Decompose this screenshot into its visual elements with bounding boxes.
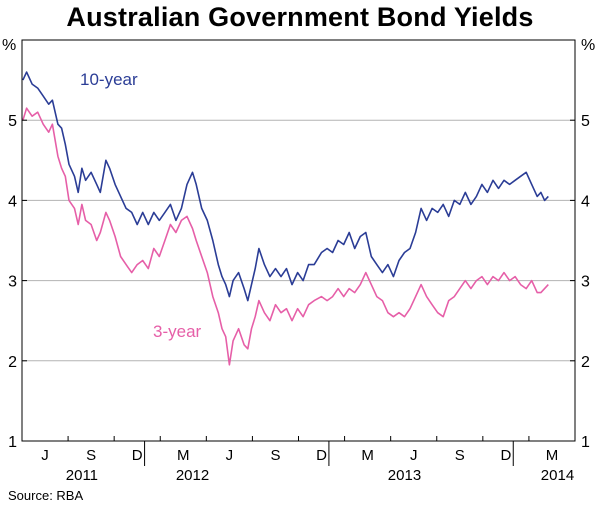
plot-frame <box>21 39 576 442</box>
series-label-three-year: 3-year <box>153 322 202 341</box>
series-layer <box>22 71 549 366</box>
x-month-label: S <box>270 447 280 464</box>
label-layer: 1 1 2 2 3 3 4 4 5 5% % J S D M J S D M J S D M 2011 2012 2013 2014… <box>2 37 595 484</box>
y-tick-label-right: 2 <box>581 354 590 371</box>
ten-year-line <box>22 71 549 302</box>
y-tick-label-right: 1 <box>581 434 590 451</box>
axis-layer <box>21 39 576 466</box>
x-month-label: M <box>546 447 559 464</box>
x-month-label: M <box>361 447 374 464</box>
y-tick-label-left: 2 <box>8 354 17 371</box>
three-year-line <box>22 107 549 366</box>
y-tick-label-right: 5 <box>581 113 590 130</box>
x-month-label: S <box>86 447 96 464</box>
x-year-label: 2012 <box>176 467 209 484</box>
y-tick-label-right: 4 <box>581 193 590 210</box>
x-year-label: 2013 <box>388 467 421 484</box>
x-month-label: S <box>455 447 465 464</box>
gridlines <box>22 119 575 362</box>
y-tick-label-left: 1 <box>8 434 17 451</box>
x-month-label: J <box>410 447 418 464</box>
x-month-label: M <box>177 447 190 464</box>
x-month-label: D <box>316 447 327 464</box>
y-tick-label-left: 4 <box>8 193 17 210</box>
x-month-label: J <box>226 447 234 464</box>
x-month-label: J <box>41 447 49 464</box>
series-label-ten-year: 10-year <box>80 70 138 89</box>
source-note: Source: RBA <box>8 488 84 503</box>
y-unit-left: % <box>2 37 16 54</box>
y-tick-label-right: 3 <box>581 274 590 291</box>
y-tick-label-left: 5 <box>8 113 17 130</box>
y-tick-label-left: 3 <box>8 274 17 291</box>
x-month-label: D <box>500 447 511 464</box>
x-year-label: 2014 <box>541 467 574 484</box>
x-year-label: 2011 <box>66 467 98 484</box>
chart-title: Australian Government Bond Yields <box>66 2 534 32</box>
y-unit-right: % <box>581 37 595 54</box>
x-month-label: D <box>132 447 143 464</box>
